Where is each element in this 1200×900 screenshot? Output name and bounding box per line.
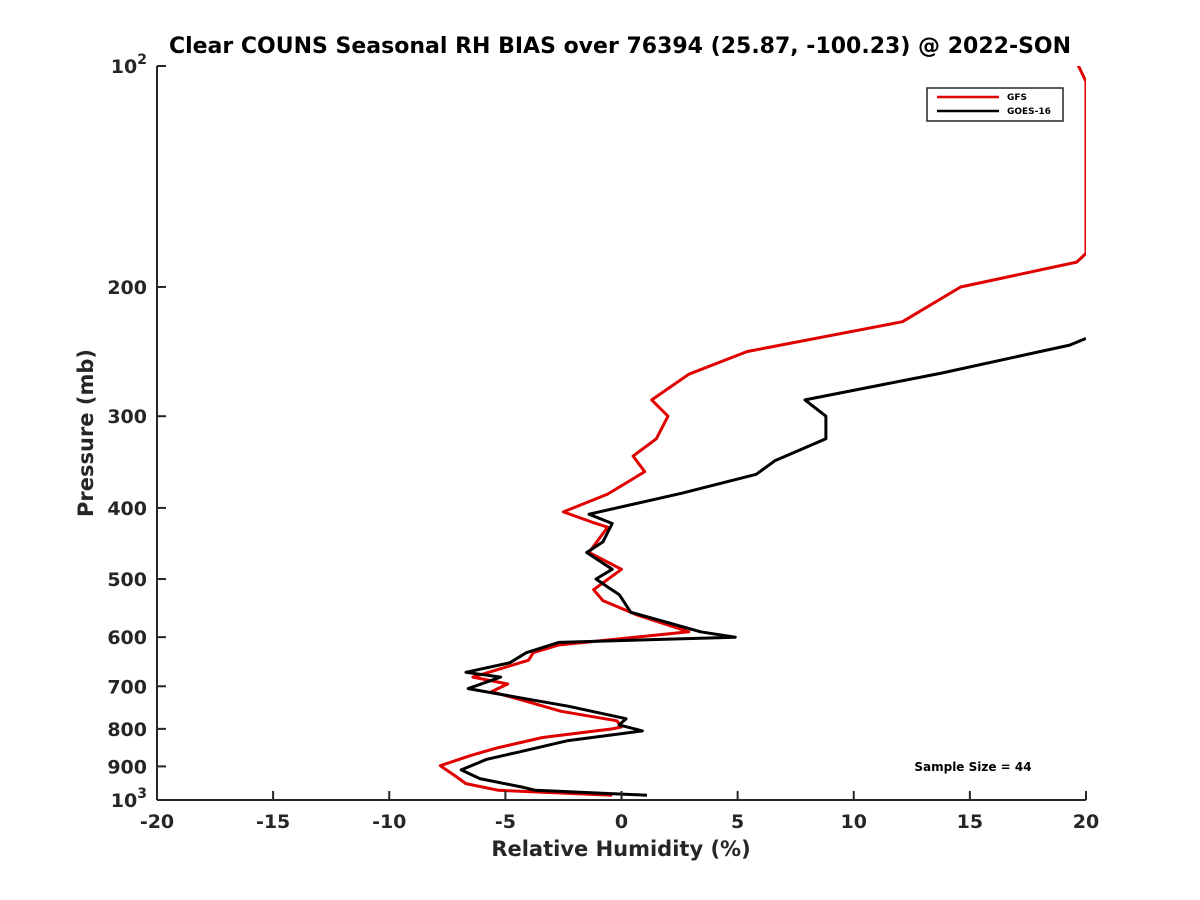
sample-size-annotation: Sample Size = 44 [914, 760, 1031, 774]
x-tick-label: -15 [256, 811, 290, 833]
legend-entry-label: GOES-16 [1007, 107, 1051, 117]
y-tick-label: 103 [111, 786, 147, 812]
x-tick-label: -10 [372, 811, 406, 833]
series-line-goes-16 [459, 337, 1086, 797]
x-tick-label: 0 [615, 811, 628, 833]
x-tick-label: -5 [495, 811, 516, 833]
x-tick-label: 15 [957, 811, 983, 833]
y-tick-label: 600 [107, 627, 147, 649]
legend-box [926, 87, 1064, 122]
x-tick-label: 5 [731, 811, 744, 833]
y-tick-label: 800 [107, 719, 147, 741]
y-tick-label: 400 [107, 498, 147, 520]
y-tick-label: 500 [107, 569, 147, 591]
y-tick-label: 300 [107, 406, 147, 428]
y-tick-label: 900 [107, 756, 147, 778]
x-tick-label: 10 [841, 811, 867, 833]
x-axis-label: Relative Humidity (%) [491, 837, 750, 861]
chart-title: Clear COUNS Seasonal RH BIAS over 76394 … [169, 34, 1071, 59]
plot-area [438, 66, 1086, 797]
axes: -20 -15 -10 -5 0 5 10 15 20 102 200 300 400 500 600 700… [107, 52, 1099, 833]
y-tick-label: 200 [107, 277, 147, 299]
legend-entry-label: GFS [1007, 93, 1027, 103]
legend: GFS GOES-16 [926, 87, 1064, 122]
x-tick-label: 20 [1073, 811, 1099, 833]
y-tick-label: 102 [111, 52, 147, 78]
series-line-gfs [438, 66, 1086, 797]
x-tick-label: -20 [140, 811, 174, 833]
y-axis-label: Pressure (mb) [74, 349, 98, 517]
y-tick-label: 700 [107, 676, 147, 698]
